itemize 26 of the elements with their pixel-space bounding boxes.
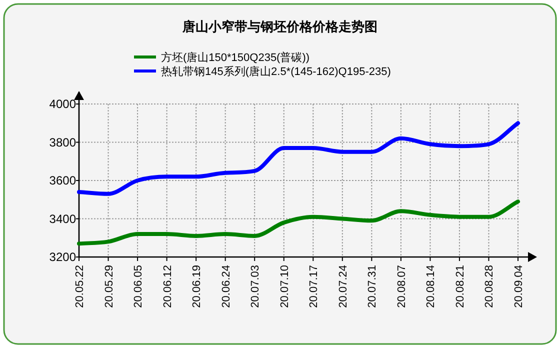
chart-title: 唐山小窄带与钢坯价格价格走势图: [182, 19, 378, 34]
line-series: [77, 200, 520, 246]
x-tick-label: 20.07.10: [278, 265, 291, 308]
y-tick-label: 4000: [49, 97, 76, 111]
x-tick-label: 20.08.28: [484, 265, 496, 308]
x-tick-label: 20.08.14: [425, 265, 438, 308]
y-tick-label: 3800: [49, 135, 76, 150]
x-tick-label: 20.08.21: [454, 265, 466, 308]
x-tick-label: 20.05.22: [74, 265, 86, 308]
x-tick-label: 20.08.07: [396, 265, 408, 308]
x-tick-label: 20.05.29: [103, 265, 116, 308]
x-tick-label: 20.06.12: [162, 265, 174, 308]
x-tick-label: 20.09.04: [513, 265, 525, 308]
x-tick-label: 20.07.17: [308, 265, 320, 308]
x-tick-label: 20.06.19: [191, 265, 204, 308]
x-tick-label: 20.06.24: [220, 265, 232, 308]
y-tick-label: 3200: [49, 250, 76, 264]
y-tick-label: 3600: [49, 174, 76, 188]
legend-label: 热轧带钢145系列(唐山2.5*(145-162)Q195-235): [161, 65, 391, 78]
y-tick-label: 3400: [49, 212, 76, 226]
x-tick-label: 20.07.24: [337, 265, 350, 308]
x-tick-label: 20.07.03: [250, 265, 262, 308]
x-tick-label: 20.07.31: [366, 265, 379, 308]
x-tick-label: 20.06.05: [132, 265, 145, 308]
line-series: [77, 121, 520, 196]
legend-label: 方坯(唐山150*150Q235(普碳)): [161, 51, 310, 64]
